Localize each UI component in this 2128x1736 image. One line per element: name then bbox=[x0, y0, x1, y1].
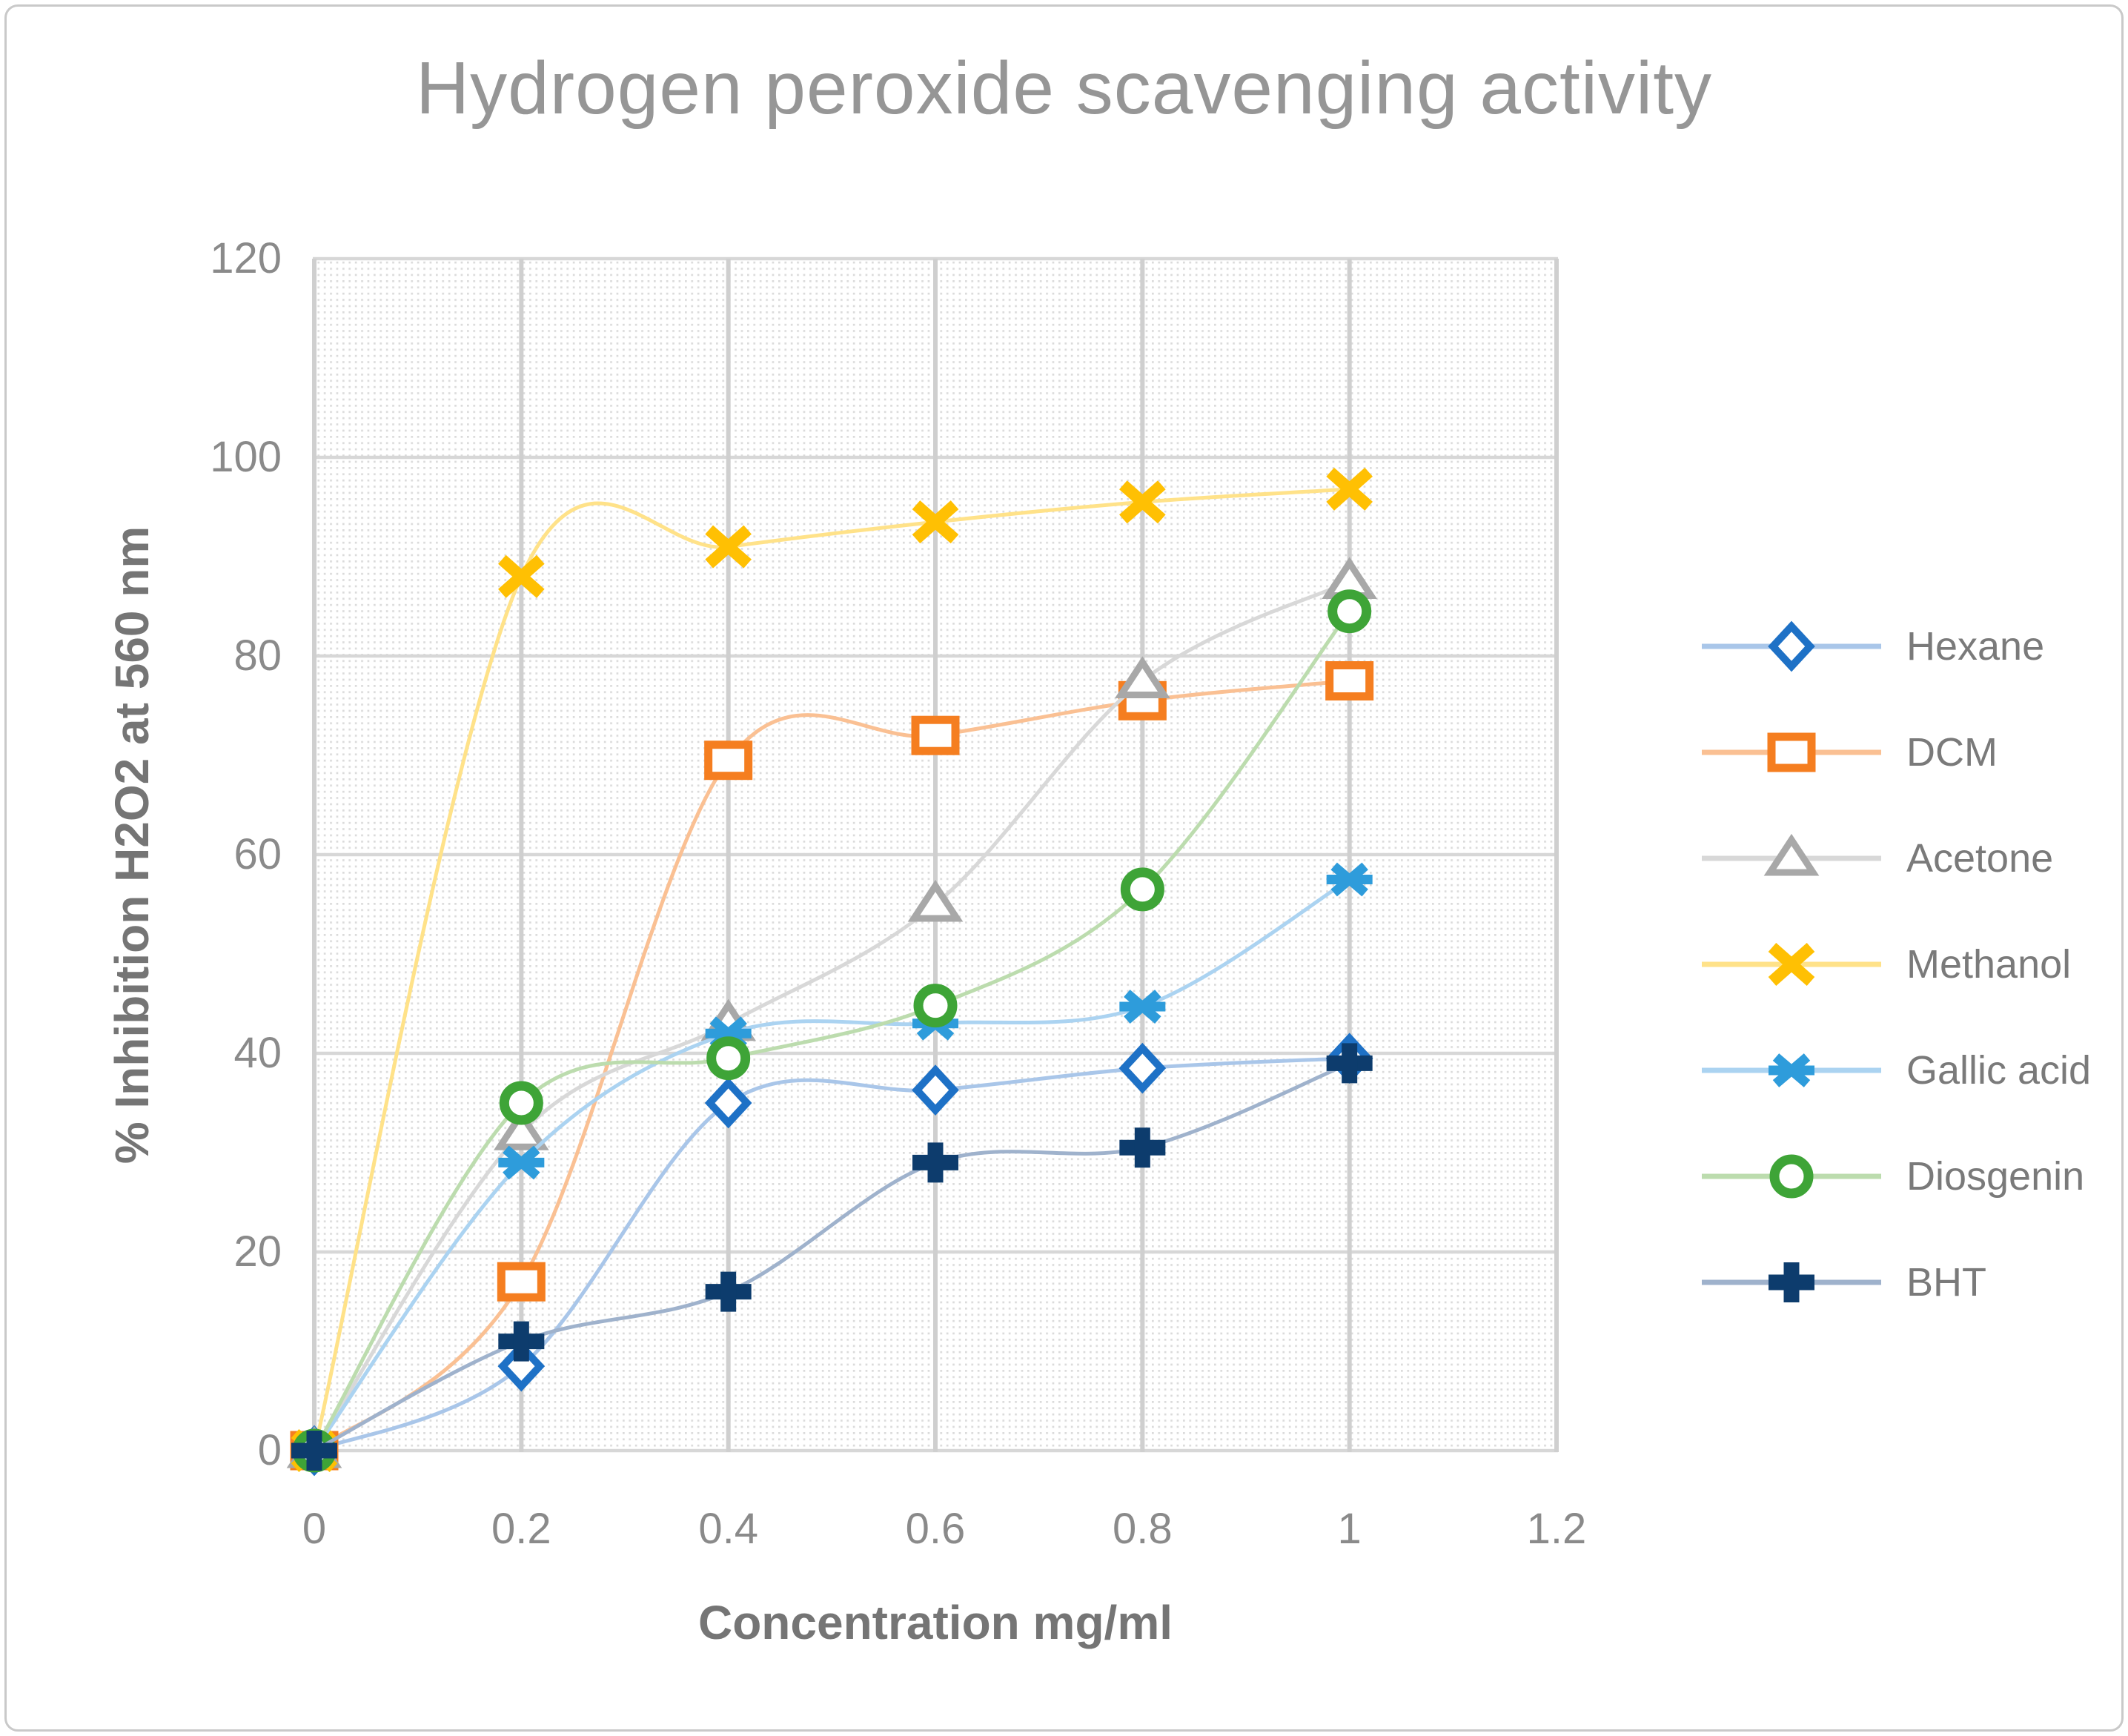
x-tick-label: 1.2 bbox=[1526, 1505, 1587, 1553]
y-tick-label: 0 bbox=[257, 1426, 282, 1474]
legend-label: Hexane bbox=[1906, 623, 2045, 669]
legend-marker-diosgenin bbox=[1702, 1154, 1881, 1198]
triangle-marker bbox=[907, 879, 964, 922]
triangle-marker bbox=[493, 1108, 549, 1150]
plus-marker bbox=[912, 1142, 958, 1183]
series-line-bht bbox=[312, 1061, 1352, 1453]
x-axis-title: Concentration mg/ml bbox=[697, 1596, 1173, 1649]
legend-label: Diosgenin bbox=[1906, 1153, 2085, 1199]
plus-marker bbox=[1326, 1043, 1373, 1084]
legend-marker-dcm bbox=[1702, 732, 1881, 772]
legend-marker-methanol bbox=[1702, 942, 1881, 986]
x-tick-label: 1 bbox=[1337, 1505, 1362, 1553]
asterisk-marker bbox=[1119, 990, 1166, 1024]
circle-marker bbox=[706, 1036, 751, 1081]
legend-item-hexane: Hexane bbox=[1699, 593, 2125, 699]
asterisk-marker bbox=[1326, 862, 1373, 897]
x-marker bbox=[1119, 480, 1166, 524]
x-marker bbox=[912, 500, 959, 544]
circle-marker bbox=[1120, 867, 1164, 912]
legend-item-methanol: Methanol bbox=[1699, 911, 2125, 1017]
legend-label: Gallic acid bbox=[1906, 1047, 2092, 1093]
legend-label: Methanol bbox=[1906, 941, 2072, 987]
series-line-diosgenin bbox=[312, 609, 1352, 1453]
circle-marker bbox=[913, 984, 958, 1028]
plus-marker bbox=[1119, 1127, 1166, 1168]
legend-item-gallic-acid: Gallic acid bbox=[1699, 1017, 2125, 1123]
legend-item-dcm: DCM bbox=[1699, 699, 2125, 805]
asterisk-marker bbox=[498, 1145, 545, 1180]
square-marker bbox=[911, 715, 960, 755]
y-tick-label: 120 bbox=[210, 234, 282, 282]
x-tick-label: 0.6 bbox=[905, 1505, 966, 1553]
x-tick-label: 0 bbox=[302, 1505, 327, 1553]
x-marker bbox=[705, 525, 752, 569]
square-marker bbox=[497, 1262, 546, 1302]
diamond-marker bbox=[497, 1340, 546, 1392]
chart-border bbox=[4, 4, 2124, 1732]
x-marker bbox=[498, 554, 545, 598]
legend-marker-acetone bbox=[1702, 833, 1881, 875]
legend-label: Acetone bbox=[1906, 835, 2054, 881]
series-bht bbox=[291, 1043, 1373, 1471]
plus-marker bbox=[705, 1271, 752, 1312]
x-tick-label: 0.4 bbox=[698, 1505, 758, 1553]
legend: Hexane DCM Acetone Methanol Gallic acid Diosg… bbox=[1699, 593, 2125, 1335]
diamond-marker bbox=[912, 1064, 959, 1116]
diamond-marker bbox=[1118, 1042, 1167, 1094]
y-tick-label: 100 bbox=[210, 433, 282, 481]
legend-marker-gallic-acid bbox=[1702, 1053, 1881, 1087]
diamond-marker bbox=[704, 1077, 752, 1129]
legend-item-bht: BHT bbox=[1699, 1229, 2125, 1335]
square-marker bbox=[704, 741, 753, 781]
legend-item-diosgenin: Diosgenin bbox=[1699, 1123, 2125, 1229]
plus-marker bbox=[291, 1431, 337, 1471]
y-tick-label: 40 bbox=[233, 1029, 282, 1077]
series-line-gallic-acid bbox=[312, 878, 1352, 1453]
circle-marker bbox=[499, 1081, 543, 1125]
circle-marker bbox=[1327, 589, 1372, 634]
plus-marker bbox=[498, 1321, 545, 1362]
series-dcm bbox=[290, 661, 1374, 1471]
vertical-gridlines bbox=[312, 259, 1559, 1452]
x-tick-label: 0.2 bbox=[491, 1505, 551, 1553]
legend-label: DCM bbox=[1906, 729, 1998, 775]
square-marker bbox=[1325, 661, 1374, 700]
x-tick-label: 0.8 bbox=[1113, 1505, 1173, 1553]
triangle-marker bbox=[1114, 656, 1170, 698]
y-tick-label: 80 bbox=[233, 632, 282, 680]
y-tick-label: 20 bbox=[233, 1228, 282, 1276]
legend-marker-hexane bbox=[1702, 620, 1881, 672]
legend-marker-bht bbox=[1702, 1262, 1881, 1302]
legend-label: BHT bbox=[1906, 1259, 1986, 1305]
y-tick-label: 60 bbox=[233, 830, 282, 878]
chart-title: Hydrogen peroxide scavenging activity bbox=[415, 47, 1713, 130]
x-marker bbox=[1326, 467, 1373, 511]
legend-item-acetone: Acetone bbox=[1699, 805, 2125, 911]
